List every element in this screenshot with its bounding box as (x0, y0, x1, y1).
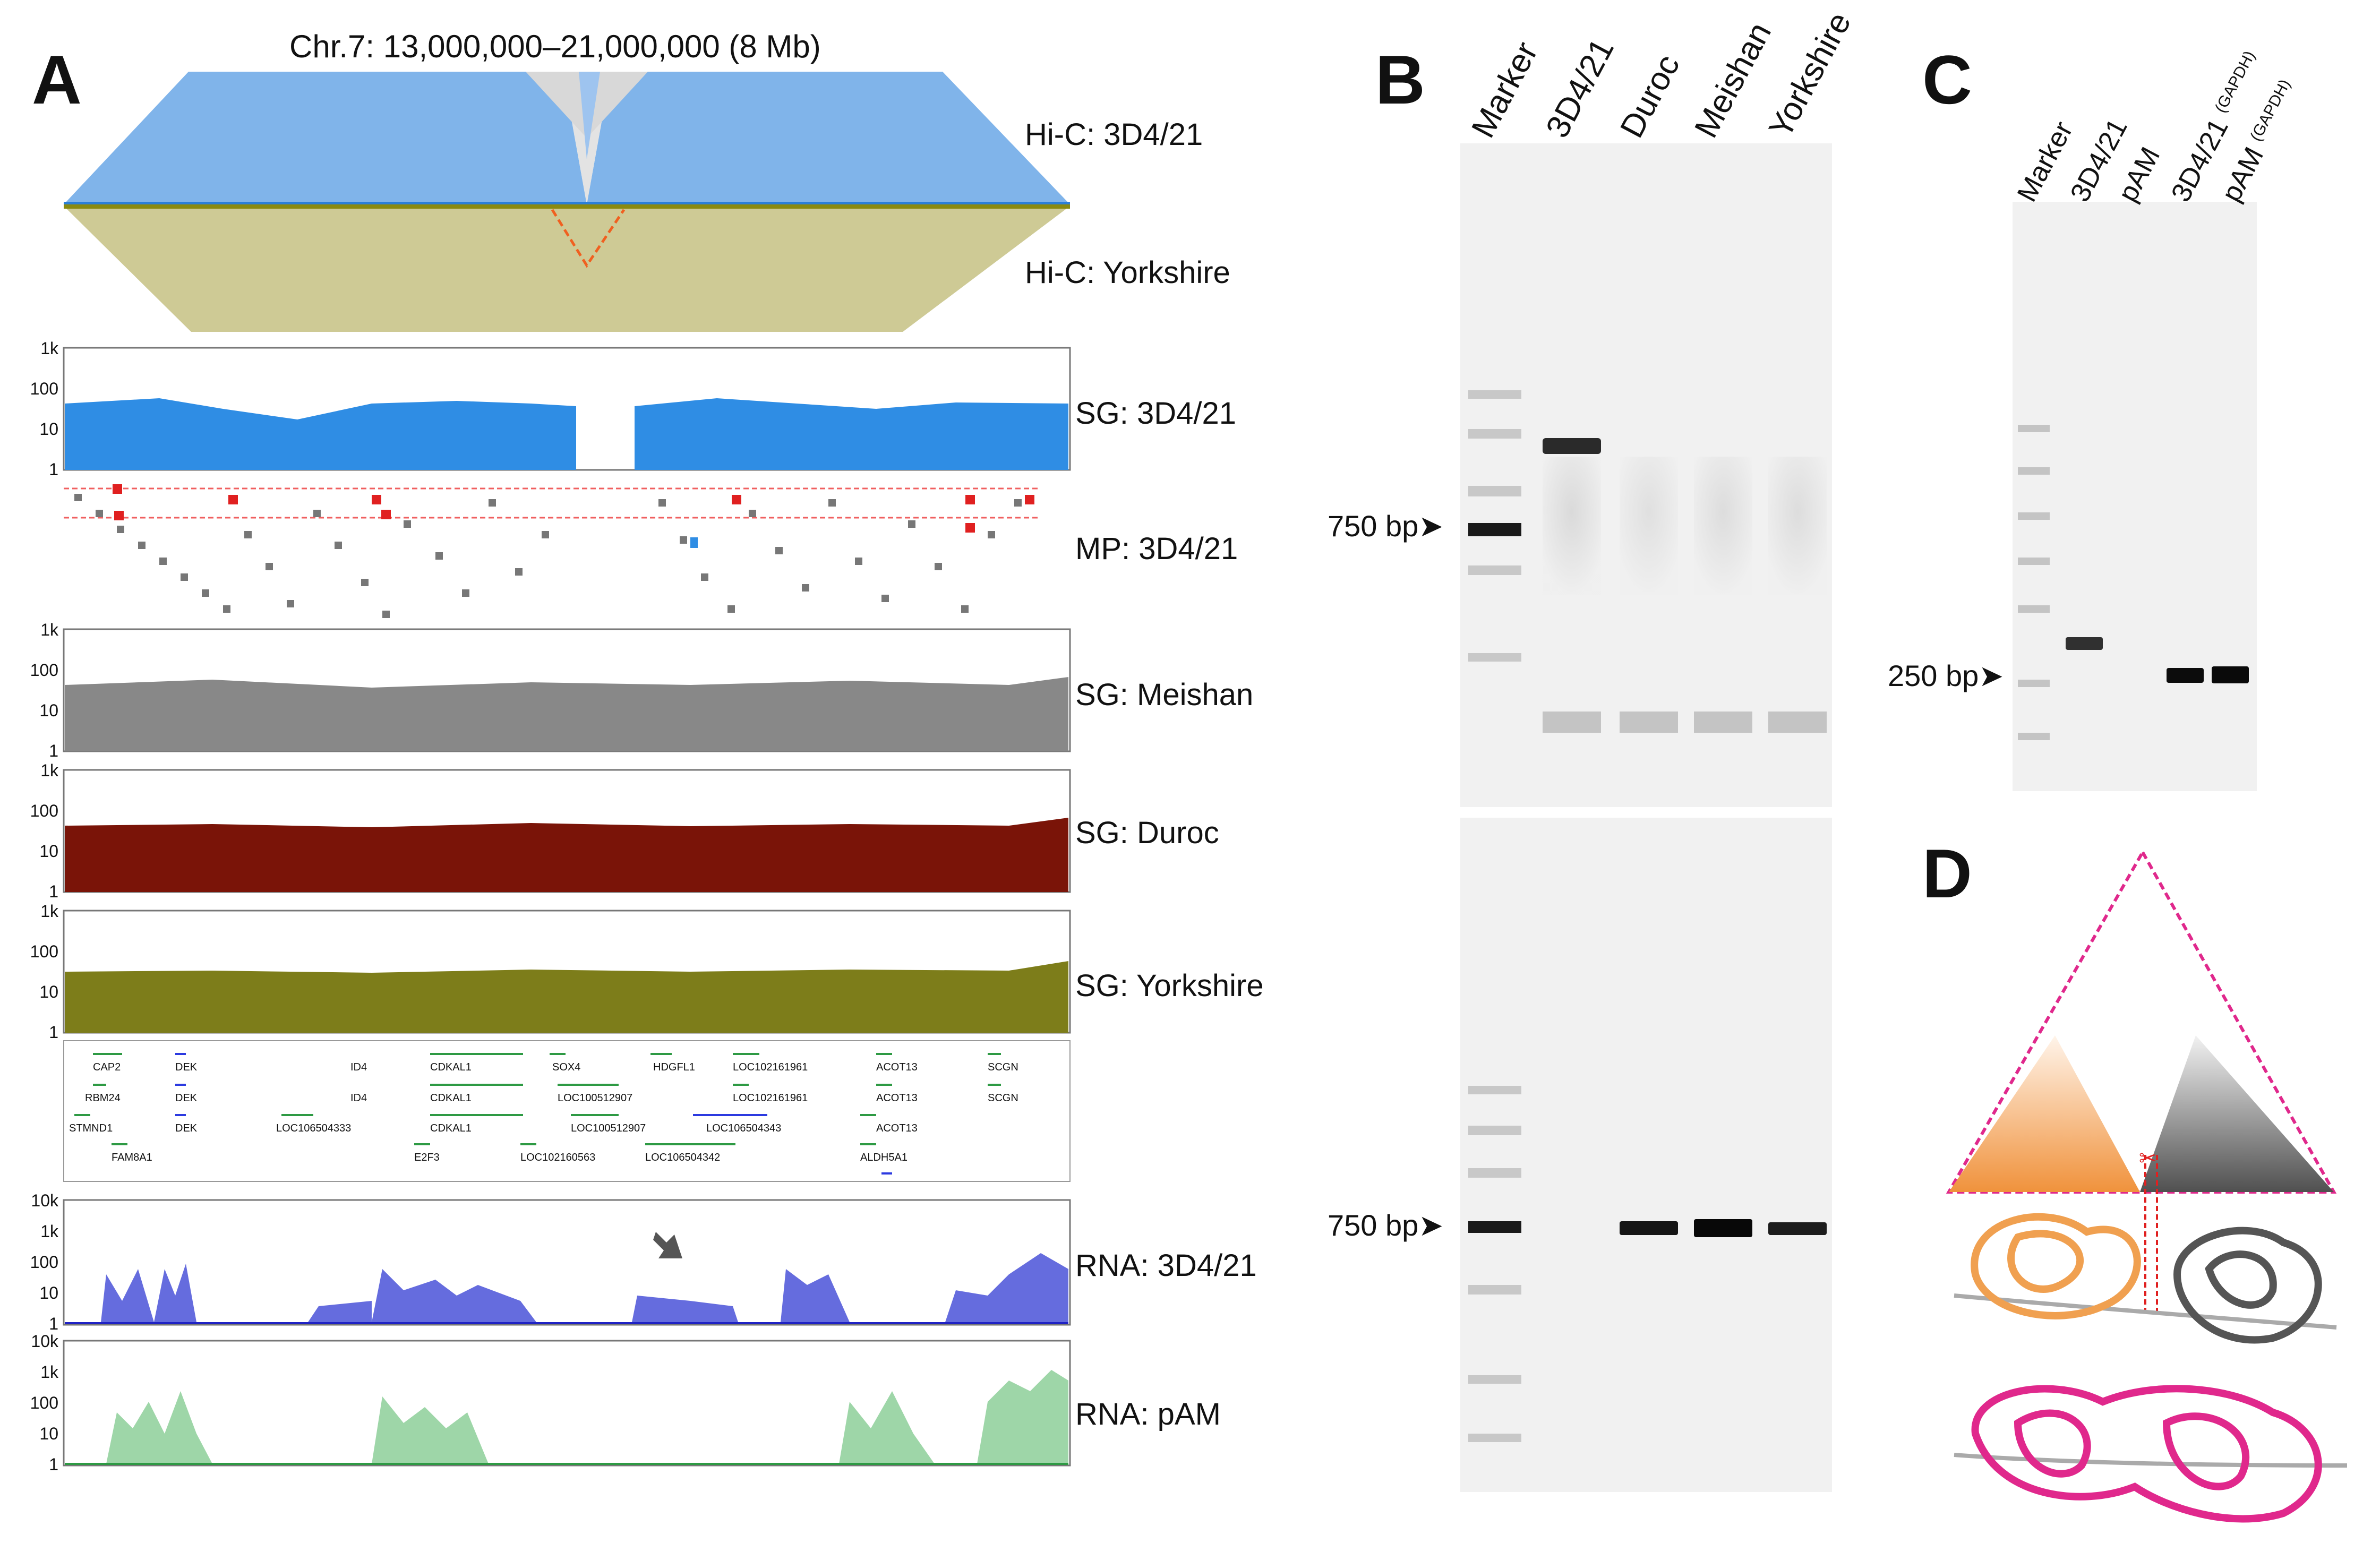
panel-label-d: D (1922, 835, 1972, 912)
gene-label: LOC102161961 (733, 1061, 808, 1073)
axis-tick: 1 (49, 1455, 58, 1474)
gene-label: ACOT13 (876, 1061, 918, 1073)
gel-c (2013, 202, 2257, 791)
gene-label: SCGN (988, 1061, 1018, 1073)
gene-label: LOC106504333 (276, 1122, 352, 1134)
gene-label: CAP2 (93, 1061, 121, 1073)
gene-label: STMND1 (69, 1122, 113, 1134)
axis-tick: 1k (40, 620, 58, 639)
axis-tick: 1 (49, 1314, 58, 1333)
gene-label: ACOT13 (876, 1092, 918, 1104)
gene-label: FAM8A1 (112, 1152, 152, 1163)
gene-label: LOC102161961 (733, 1092, 808, 1104)
axis-tick: 1k (40, 1362, 58, 1382)
gene-label: CDKAL1 (430, 1092, 472, 1104)
mp-3d421-track (64, 478, 1070, 619)
panel-label-c: C (1922, 41, 1972, 118)
axis-tick: 1k (40, 902, 58, 921)
axis-tick: 1 (49, 741, 58, 760)
label-hic-3d421: Hi-C: 3D4/21 (1025, 117, 1203, 152)
gene-label: ID4 (350, 1061, 367, 1073)
gene-label: ID4 (350, 1092, 367, 1104)
axis-tick: 1 (49, 882, 58, 901)
marker-c: 250 bp➤ (1888, 659, 2004, 692)
axis-tick: 100 (30, 661, 58, 680)
sg-yorkshire-track (63, 910, 1071, 1034)
gene-label: DEK (175, 1061, 198, 1073)
hic-3d421-map (64, 72, 1070, 207)
axis-tick: 10 (39, 1424, 58, 1443)
gene-label: LOC106504342 (645, 1152, 721, 1163)
gene-label: CDKAL1 (430, 1122, 472, 1134)
axis-tick: 10k (31, 1332, 58, 1351)
panel-label-a: A (32, 41, 82, 118)
axis-tick: 1k (40, 761, 58, 780)
gene-label: SOX4 (552, 1061, 581, 1073)
label-sg-yorkshire: SG: Yorkshire (1075, 968, 1264, 1003)
gene-label: LOC102160563 (520, 1152, 596, 1163)
axis-tick: 10 (39, 1283, 58, 1302)
axis-tick: 10 (39, 419, 58, 439)
label-sg-duroc: SG: Duroc (1075, 816, 1219, 850)
axis-tick: 100 (30, 801, 58, 820)
axis-tick: 100 (30, 942, 58, 961)
gene-label: DEK (175, 1092, 198, 1104)
svg-text:✂: ✂ (2139, 1147, 2157, 1170)
rna-pam-track (63, 1340, 1071, 1467)
sg-meishan-track (63, 628, 1071, 752)
gene-label: CDKAL1 (430, 1061, 472, 1073)
marker-b-top: 750 bp➤ (1328, 509, 1444, 543)
gene-label: ALDH5A1 (860, 1152, 908, 1163)
gel-b-top (1460, 143, 1832, 807)
tad-schematic: ✂ (1946, 848, 2348, 1523)
rna-3d421-track (63, 1199, 1071, 1326)
axis-tick: 10 (39, 701, 58, 720)
axis-tick: 100 (30, 1253, 58, 1272)
axis-tick: 1k (40, 339, 58, 358)
gene-label: HDGFL1 (653, 1061, 695, 1073)
gene-label: DEK (175, 1122, 198, 1134)
marker-b-bottom: 750 bp➤ (1328, 1208, 1444, 1242)
gel-b-bottom (1460, 818, 1832, 1492)
label-rna-3d421: RNA: 3D4/21 (1075, 1248, 1257, 1283)
hic-yorkshire-map (64, 204, 1070, 332)
axis-tick: 10 (39, 842, 58, 861)
axis-tick: 10 (39, 982, 58, 1001)
axis-tick: 10k (31, 1191, 58, 1210)
gene-label: LOC100512907 (571, 1122, 646, 1134)
sg-duroc-track (63, 769, 1071, 893)
label-hic-yorkshire: Hi-C: Yorkshire (1025, 255, 1230, 290)
sg-3d421-track (63, 347, 1071, 471)
gene-label: LOC100512907 (558, 1092, 633, 1104)
gene-label: LOC106504343 (706, 1122, 782, 1134)
label-sg-meishan: SG: Meishan (1075, 678, 1254, 712)
gene-annotation-track (63, 1040, 1071, 1182)
gene-label: SCGN (988, 1092, 1018, 1104)
label-mp-3d421: MP: 3D4/21 (1075, 532, 1238, 566)
axis-tick: 100 (30, 379, 58, 398)
panel-a-title: Chr.7: 13,000,000–21,000,000 (8 Mb) (289, 29, 821, 64)
axis-tick: 100 (30, 1393, 58, 1412)
gene-label: E2F3 (414, 1152, 440, 1163)
axis-tick: 1 (49, 460, 58, 479)
axis-tick: 1k (40, 1222, 58, 1241)
label-sg-3d421: SG: 3D4/21 (1075, 396, 1237, 431)
label-rna-pam: RNA: pAM (1075, 1397, 1221, 1431)
gene-label: ACOT13 (876, 1122, 918, 1134)
axis-tick: 1 (49, 1023, 58, 1042)
gene-label: RBM24 (85, 1092, 121, 1104)
panel-label-b: B (1375, 41, 1425, 118)
